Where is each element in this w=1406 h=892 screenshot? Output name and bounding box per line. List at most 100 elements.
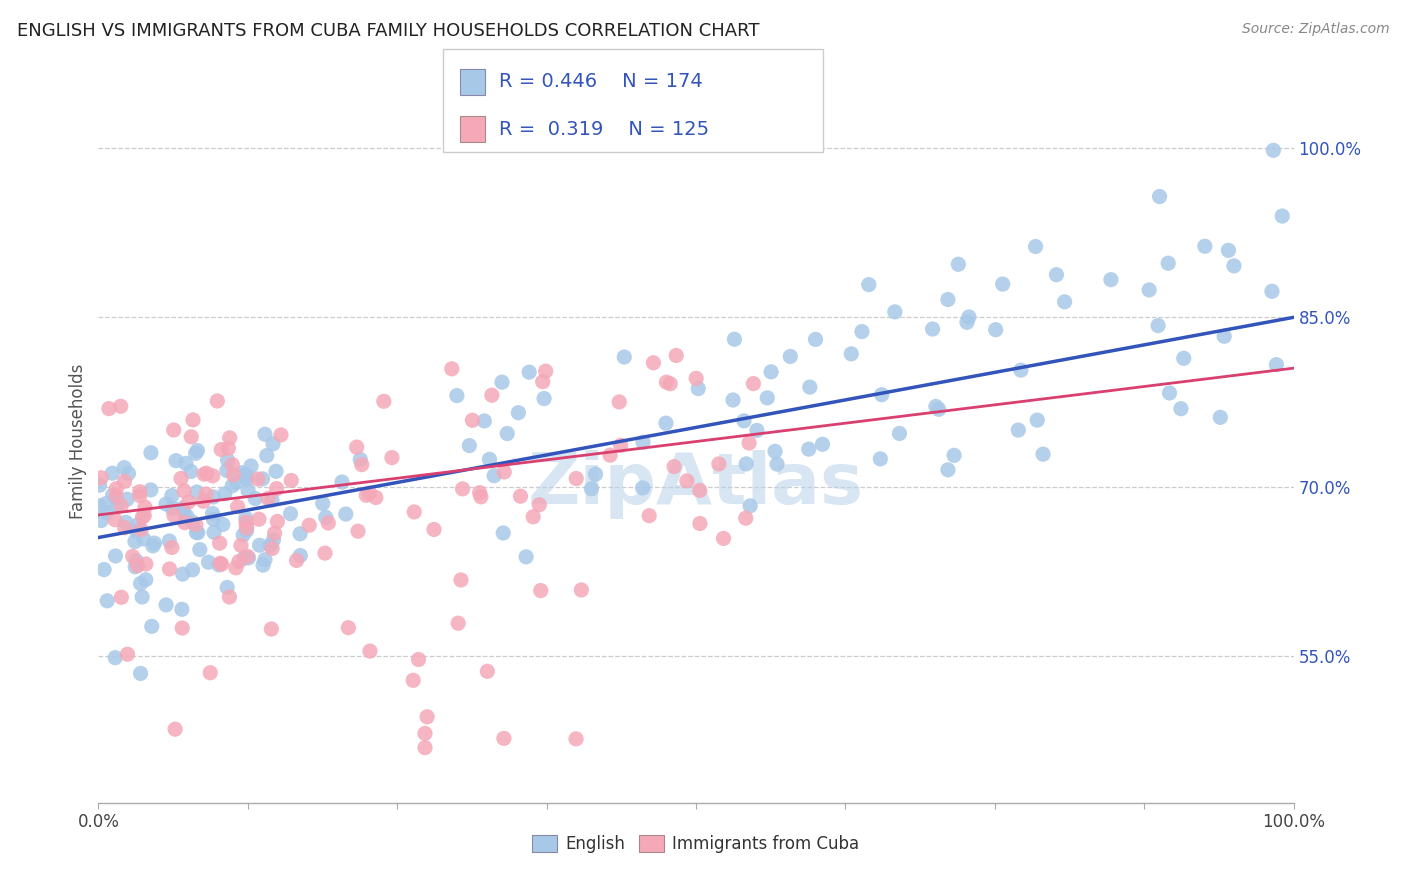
Point <box>160 541 183 555</box>
Point <box>925 400 948 414</box>
Point <box>638 508 661 523</box>
Point <box>105 482 128 496</box>
Text: R =  0.319    N = 125: R = 0.319 N = 125 <box>499 120 709 138</box>
Point <box>569 582 592 597</box>
Point <box>236 483 259 498</box>
Point <box>160 489 183 503</box>
Point <box>256 449 278 463</box>
Point <box>1147 318 1170 333</box>
Text: Source: ZipAtlas.com: Source: ZipAtlas.com <box>1241 22 1389 37</box>
Point <box>202 490 225 504</box>
Point <box>180 465 202 479</box>
Point <box>689 483 711 498</box>
Point <box>259 538 281 552</box>
Point <box>470 490 492 504</box>
Point <box>288 526 311 541</box>
Point <box>236 549 259 564</box>
Point <box>260 622 283 636</box>
Point <box>117 467 139 481</box>
Point <box>129 523 152 537</box>
Point <box>721 392 744 407</box>
Point <box>517 365 540 379</box>
Text: R = 0.446    N = 174: R = 0.446 N = 174 <box>499 72 703 91</box>
Point <box>685 371 707 385</box>
Point <box>221 458 243 472</box>
Point <box>217 453 239 467</box>
Point <box>172 567 194 582</box>
Point <box>1223 259 1246 273</box>
Point <box>742 376 765 391</box>
Point <box>235 519 257 533</box>
Point <box>209 556 232 570</box>
Point <box>266 482 288 496</box>
Point <box>335 507 357 521</box>
Point <box>733 414 755 428</box>
Point <box>127 558 149 573</box>
Point <box>181 413 204 427</box>
Point <box>346 440 368 454</box>
Point <box>1149 189 1171 203</box>
Point <box>349 452 371 467</box>
Point <box>1010 363 1032 377</box>
Point <box>193 494 215 508</box>
Point <box>240 458 263 473</box>
Point <box>135 557 157 571</box>
Point <box>280 474 302 488</box>
Point <box>359 644 381 658</box>
Point <box>134 500 156 515</box>
Point <box>581 482 603 496</box>
Point <box>943 448 966 462</box>
Point <box>233 467 256 482</box>
Point <box>356 488 378 502</box>
Point <box>263 526 285 541</box>
Point <box>114 475 136 489</box>
Point <box>132 532 155 546</box>
Point <box>90 471 112 485</box>
Point <box>285 553 308 567</box>
Point <box>201 468 224 483</box>
Point <box>253 427 276 442</box>
Point <box>1271 209 1294 223</box>
Point <box>247 512 270 526</box>
Point <box>235 516 257 530</box>
Point <box>97 401 120 416</box>
Point <box>1218 244 1240 258</box>
Point <box>858 277 880 292</box>
Point <box>90 514 112 528</box>
Point <box>117 647 139 661</box>
Point <box>262 437 284 451</box>
Point <box>984 323 1007 337</box>
Point <box>631 481 654 495</box>
Point <box>163 423 186 437</box>
Point <box>759 365 782 379</box>
Point <box>89 478 111 492</box>
Point <box>112 460 135 475</box>
Point <box>217 442 239 456</box>
Point <box>659 376 682 391</box>
Point <box>1007 423 1029 437</box>
Point <box>252 558 274 573</box>
Point <box>222 467 245 482</box>
Point <box>155 497 177 511</box>
Point <box>142 539 165 553</box>
Point <box>408 652 430 666</box>
Point <box>478 452 501 467</box>
Point <box>211 517 233 532</box>
Point <box>186 485 208 500</box>
Point <box>143 536 166 550</box>
Point <box>494 465 516 479</box>
Point <box>104 650 127 665</box>
Point <box>1170 401 1192 416</box>
Point <box>184 517 207 532</box>
Point <box>613 350 636 364</box>
Point <box>839 347 862 361</box>
Point <box>270 428 292 442</box>
Point <box>936 293 959 307</box>
Point <box>115 492 138 507</box>
Point <box>252 472 274 486</box>
Point <box>177 495 200 509</box>
Point <box>689 516 711 531</box>
Point <box>89 499 111 513</box>
Point <box>851 325 873 339</box>
Y-axis label: Family Households: Family Households <box>69 364 87 519</box>
